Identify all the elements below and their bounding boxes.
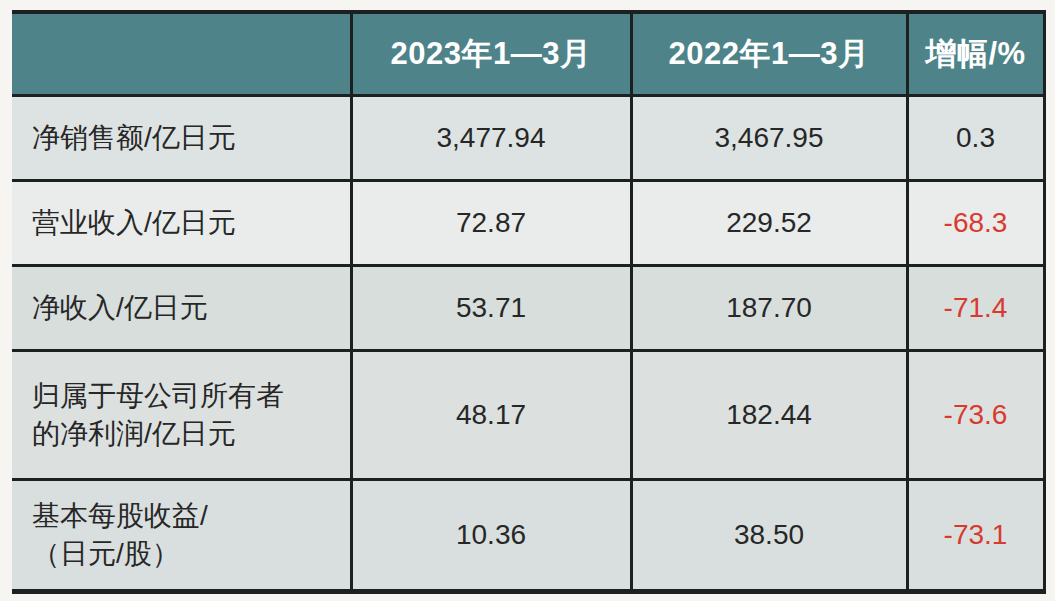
table-body: 净销售额/亿日元 3,477.94 3,467.95 0.3 营业收入/亿日元 …: [12, 95, 1044, 591]
row-label: 归属于母公司所有者 的净利润/亿日元: [12, 350, 351, 479]
growth-value: -73.1: [907, 479, 1044, 591]
table-row-parent-net-profit: 归属于母公司所有者 的净利润/亿日元 48.17 182.44 -73.6: [12, 350, 1044, 479]
header-row: 2023年1—3月 2022年1—3月 增幅/%: [12, 12, 1044, 95]
growth-value: -68.3: [907, 180, 1044, 265]
table-header: 2023年1—3月 2022年1—3月 增幅/%: [12, 12, 1044, 95]
financial-comparison-table-wrap: 2023年1—3月 2022年1—3月 增幅/% 净销售额/亿日元 3,477.…: [12, 10, 1044, 594]
row-label: 净收入/亿日元: [12, 265, 351, 350]
value-2023: 53.71: [351, 265, 631, 350]
row-label: 营业收入/亿日元: [12, 180, 351, 265]
value-2022: 187.70: [631, 265, 907, 350]
value-2022: 3,467.95: [631, 95, 907, 180]
financial-comparison-table: 2023年1—3月 2022年1—3月 增幅/% 净销售额/亿日元 3,477.…: [12, 10, 1046, 594]
growth-value: -71.4: [907, 265, 1044, 350]
value-2023: 10.36: [351, 479, 631, 591]
growth-value: 0.3: [907, 95, 1044, 180]
column-header-metric: [12, 12, 351, 95]
column-header-growth: 增幅/%: [907, 12, 1044, 95]
value-2023: 3,477.94: [351, 95, 631, 180]
row-label: 基本每股收益/ （日元/股）: [12, 479, 351, 591]
table-row-net-sales: 净销售额/亿日元 3,477.94 3,467.95 0.3: [12, 95, 1044, 180]
value-2023: 48.17: [351, 350, 631, 479]
value-2022: 182.44: [631, 350, 907, 479]
value-2022: 229.52: [631, 180, 907, 265]
value-2022: 38.50: [631, 479, 907, 591]
row-label: 净销售额/亿日元: [12, 95, 351, 180]
growth-value: -73.6: [907, 350, 1044, 479]
table-row-basic-eps: 基本每股收益/ （日元/股） 10.36 38.50 -73.1: [12, 479, 1044, 591]
column-header-2023: 2023年1—3月: [351, 12, 631, 95]
value-2023: 72.87: [351, 180, 631, 265]
column-header-2022: 2022年1—3月: [631, 12, 907, 95]
table-row-operating-income: 营业收入/亿日元 72.87 229.52 -68.3: [12, 180, 1044, 265]
table-row-net-income: 净收入/亿日元 53.71 187.70 -71.4: [12, 265, 1044, 350]
